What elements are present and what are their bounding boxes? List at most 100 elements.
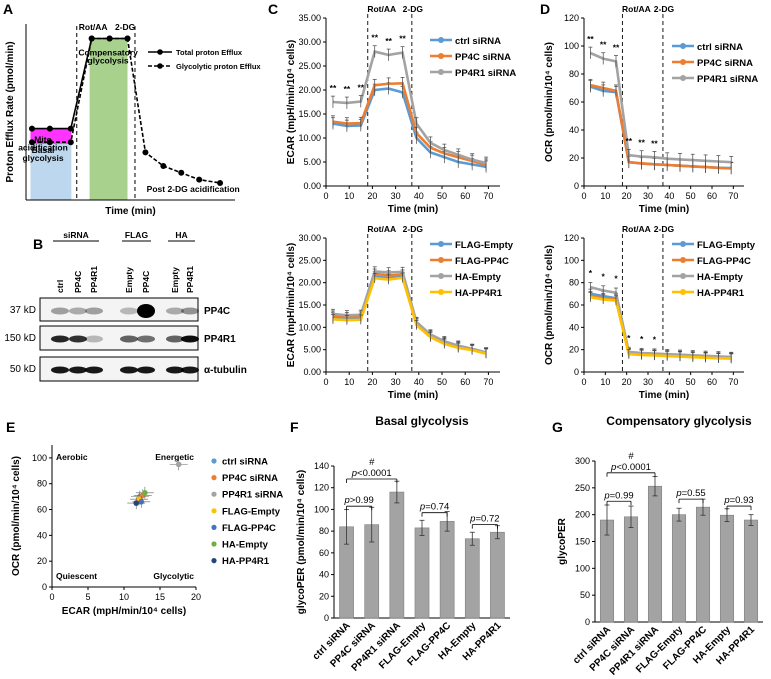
legend-ctrl-sirna: ctrl siRNA — [697, 42, 743, 53]
band-label-pp4c: PP4C — [204, 306, 230, 317]
legend-marker — [680, 59, 686, 65]
y-tick-label: 30.00 — [298, 37, 321, 47]
series-ha-pp4r1 — [332, 276, 487, 355]
panel-label-e: E — [6, 419, 15, 435]
legend-pp4r1-sirna: PP4R1 siRNA — [222, 490, 283, 501]
x-axis-title: Time (min) — [388, 204, 438, 215]
hash-mark: # — [369, 457, 375, 468]
panel-label-f: F — [290, 419, 299, 435]
x-tick-label: 0 — [323, 191, 328, 201]
band — [120, 366, 138, 374]
x-tick-label: 30 — [391, 191, 401, 201]
x-tick-label: 0 — [323, 377, 328, 387]
series-ctrl-sirna — [589, 85, 732, 170]
significance-mark: * — [627, 333, 631, 343]
x-tick-label: 0 — [49, 592, 54, 602]
band — [85, 307, 103, 315]
x-tick-label: 30 — [391, 377, 401, 387]
point-ha-pp4r1 — [133, 500, 140, 506]
x-tick-label: 60 — [707, 377, 717, 387]
significance-mark: ** — [613, 42, 620, 52]
x-tick-label: 10 — [119, 592, 129, 602]
y-tick-label: 120 — [564, 13, 579, 23]
bar-flag-pp4c — [439, 521, 455, 619]
legend-pp4c-sirna: PP4C siRNA — [697, 58, 753, 69]
lane-empty: Empty — [124, 267, 134, 293]
y-tick-label: 100 — [564, 255, 579, 265]
dg-label: 2-DG — [654, 4, 675, 14]
legend-marker — [211, 508, 217, 514]
x-axis-title: Time (min) — [639, 204, 689, 215]
lane-pp4c: PP4C — [141, 271, 151, 293]
legend-marker — [211, 458, 217, 464]
band — [166, 335, 184, 343]
y-tick-label: 15.00 — [298, 300, 321, 310]
x-tick-label: 50 — [437, 191, 447, 201]
band — [166, 307, 184, 315]
significance-mark: * — [602, 271, 606, 281]
x-tick-label: 10 — [600, 191, 610, 201]
y-tick-label: 80 — [319, 526, 329, 536]
x-tick-label: 10 — [600, 377, 610, 387]
dg-label: 2-DG — [403, 4, 424, 14]
rot-label: Rot/AA — [367, 4, 396, 14]
x-tick-label: 20 — [367, 377, 377, 387]
panel-label-c: C — [268, 1, 278, 17]
y-axis-title: ECAR (mpH/min/10⁴ cells) — [286, 243, 297, 367]
bar-ha-empty — [719, 514, 735, 623]
rot-label: Rot/AA — [367, 224, 396, 234]
legend-marker — [438, 241, 444, 247]
quadrant-energetic: Energetic — [155, 452, 194, 462]
x-tick-label: 40 — [414, 191, 424, 201]
point-total-proton-efflux — [46, 125, 53, 132]
basal-label: glycolysis — [22, 153, 63, 163]
rot-label: Rot/AA — [622, 4, 651, 14]
point-glycolytic-proton-efflux — [67, 139, 74, 146]
x-tick-label: 0 — [581, 191, 586, 201]
band — [181, 366, 199, 374]
legend-marker — [680, 289, 686, 295]
legend-ha-empty: HA-Empty — [222, 540, 269, 551]
x-tick-label: 15 — [155, 592, 165, 602]
band — [69, 335, 87, 343]
x-tick-label: 30 — [643, 377, 653, 387]
x-tick-label: 50 — [437, 377, 447, 387]
legend-marker — [211, 524, 217, 531]
band — [181, 307, 199, 315]
legend-ha-pp4r1: HA-PP4R1 — [455, 288, 503, 299]
bar-ha-pp4r1 — [490, 531, 505, 619]
x-axis-title: ECAR (mpH/min/10⁴ cells) — [62, 606, 186, 617]
y-tick-label: 40 — [37, 530, 47, 540]
legend-marker — [211, 541, 217, 547]
y-tick-label: 100 — [32, 453, 47, 463]
band-label-tubulin: α-tubulin — [204, 365, 247, 376]
legend-ha-empty: HA-Empty — [455, 272, 502, 283]
y-tick-label: 0 — [574, 181, 579, 191]
y-tick-label: 100 — [314, 504, 329, 514]
group-ha: HA — [175, 230, 187, 240]
lane-pp4r1: PP4R1 — [185, 266, 195, 293]
y-tick-label: 60 — [37, 505, 47, 515]
p-value: p=0.99 — [603, 490, 633, 501]
band — [137, 335, 155, 343]
p-value: p=0.74 — [419, 502, 449, 513]
significance-mark: * — [589, 268, 593, 278]
y-tick-label: 0 — [585, 617, 590, 627]
panel-label-a: A — [3, 1, 13, 17]
bar-ha-pp4r1 — [743, 519, 759, 623]
point-glycolytic-proton-efflux — [124, 35, 131, 42]
series-ha-empty — [332, 270, 487, 354]
y-tick-label: 0.00 — [303, 181, 321, 191]
point-glycolytic-proton-efflux — [106, 35, 113, 42]
series-flag-empty — [590, 292, 732, 360]
mw-50-kd: 50 kD — [10, 364, 36, 375]
legend-flag-empty: FLAG-Empty — [222, 506, 281, 517]
significance-mark: ** — [330, 83, 337, 93]
point-flag-pp4c — [138, 499, 145, 505]
y-tick-label: 10.00 — [298, 322, 321, 332]
quadrant-glycolytic: Glycolytic — [153, 571, 194, 581]
band — [69, 307, 87, 315]
legend-pp4c-sirna: PP4C siRNA — [222, 473, 278, 484]
x-tick-label: 40 — [664, 377, 674, 387]
